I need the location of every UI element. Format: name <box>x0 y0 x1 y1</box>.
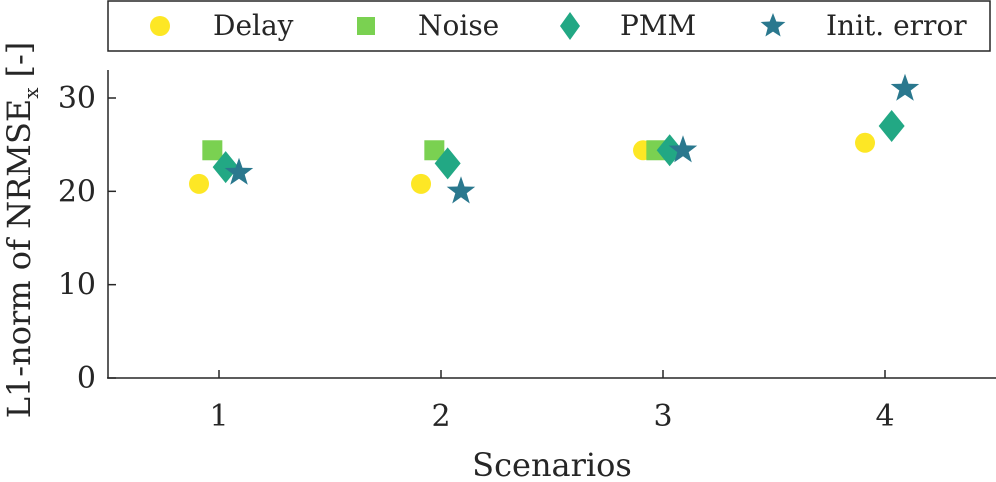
legend-label-noise: Noise <box>418 9 499 42</box>
legend-circle-marker <box>150 16 170 36</box>
marker-init-error-scenario-4 <box>890 73 920 101</box>
x-axis-title: Scenarios <box>472 446 632 482</box>
y-axis-title-subscript: x <box>19 87 43 99</box>
y-tick-label: 0 <box>77 361 96 396</box>
legend-label-pmm: PMM <box>620 9 696 42</box>
legend-label-delay: Delay <box>213 9 294 42</box>
y-axis-title: L1-norm of NRMSEx [-] <box>0 42 43 419</box>
marker-init-error-scenario-3 <box>668 135 698 163</box>
x-tick-label: 1 <box>209 399 228 434</box>
legend-item-init-error: Init. error <box>760 9 967 42</box>
legend-star-marker <box>760 13 786 37</box>
data-markers <box>189 73 920 204</box>
legend-item-noise: Noise <box>357 9 499 42</box>
legend-square-marker <box>357 17 375 35</box>
x-tick-label: 4 <box>875 399 894 434</box>
x-tick-label: 2 <box>431 399 450 434</box>
legend-diamond-marker <box>560 12 580 40</box>
marker-delay-scenario-2 <box>411 173 432 194</box>
x-tick-label: 3 <box>653 399 672 434</box>
y-axis-title-main: L1-norm of NRMSE <box>0 99 38 419</box>
marker-pmm-scenario-2 <box>434 147 461 180</box>
y-tick-label: 20 <box>58 174 96 209</box>
x-ticks: 1 2 3 4 <box>209 370 895 434</box>
marker-pmm-scenario-1 <box>212 151 239 184</box>
marker-pmm-scenario-4 <box>878 110 905 142</box>
y-axis-title-unit: [-] <box>0 42 38 78</box>
legend-box <box>107 0 991 52</box>
marker-init-error-scenario-1 <box>224 157 254 185</box>
y-tick-label: 30 <box>58 81 96 116</box>
y-ticks: 0 10 20 30 <box>58 81 116 396</box>
marker-noise-scenario-1 <box>202 140 223 161</box>
legend: Delay Noise PMM Init. error <box>107 0 991 52</box>
legend-item-delay: Delay <box>150 9 294 42</box>
y-tick-label: 10 <box>58 268 96 303</box>
marker-init-error-scenario-2 <box>446 176 476 204</box>
marker-delay-scenario-4 <box>855 132 876 153</box>
marker-delay-scenario-1 <box>189 173 210 194</box>
marker-noise-scenario-2 <box>424 140 445 161</box>
legend-item-pmm: PMM <box>560 9 696 42</box>
legend-label-init-error: Init. error <box>826 9 967 42</box>
